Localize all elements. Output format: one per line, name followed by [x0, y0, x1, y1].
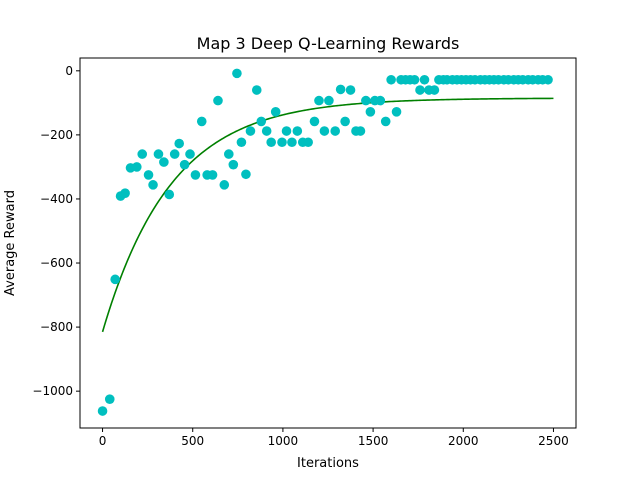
data-point: [409, 74, 420, 85]
y-tick-label: −800: [40, 320, 73, 334]
fit-curve-line: [101, 97, 554, 333]
data-point: [153, 149, 164, 159]
data-point: [391, 107, 402, 117]
data-point: [415, 85, 425, 95]
data-point: [281, 126, 292, 136]
data-point: [137, 149, 148, 159]
data-point: [386, 74, 396, 85]
plot-frame: [79, 57, 577, 429]
x-tick-label: 2500: [538, 434, 569, 448]
data-point: [97, 406, 108, 416]
data-point: [335, 84, 346, 95]
data-point: [169, 149, 180, 159]
x-tick-label: 2000: [448, 434, 479, 448]
data-point: [245, 126, 256, 136]
data-point: [330, 126, 341, 136]
data-point: [228, 159, 239, 170]
data-point: [132, 162, 142, 172]
data-point: [164, 189, 175, 200]
data-point: [241, 169, 251, 180]
axis-ticks: 0 500 1000 1500 2000 2500 0 −200 −400 −600 −800 −10…: [32, 64, 568, 448]
data-point: [324, 95, 334, 106]
data-point: [159, 157, 169, 167]
data-point: [256, 116, 267, 127]
data-point: [292, 126, 303, 136]
data-point: [429, 85, 440, 95]
data-point: [303, 137, 313, 148]
y-tick-label: 0: [65, 64, 73, 78]
data-point: [419, 74, 430, 85]
fit-curve-layer: [101, 97, 554, 333]
x-tick-label: 0: [99, 434, 107, 448]
data-point: [355, 126, 366, 136]
data-point: [543, 74, 553, 85]
data-point: [190, 170, 201, 180]
data-point: [266, 137, 276, 148]
data-point: [287, 137, 297, 148]
data-point: [120, 188, 130, 198]
data-point: [314, 95, 324, 106]
chart-title: Map 3 Deep Q-Learning Rewards: [197, 34, 460, 53]
x-tick-label: 1500: [358, 434, 389, 448]
data-point: [270, 107, 281, 117]
data-point: [236, 137, 247, 148]
data-point: [179, 159, 190, 170]
y-tick-label: −200: [40, 128, 73, 142]
data-point: [319, 126, 330, 136]
y-tick-label: −600: [40, 256, 73, 270]
data-point: [380, 116, 391, 127]
data-point: [185, 149, 195, 159]
data-point: [148, 180, 158, 190]
data-point: [213, 95, 223, 106]
data-point: [224, 149, 234, 159]
data-point: [104, 394, 115, 404]
data-point: [261, 126, 272, 136]
data-point: [232, 68, 242, 79]
data-point: [365, 107, 376, 117]
scatter-points: [97, 68, 553, 416]
data-point: [375, 95, 386, 106]
data-point: [277, 137, 287, 148]
data-point: [309, 116, 320, 127]
data-point: [219, 180, 230, 190]
data-point: [110, 274, 120, 285]
data-point: [361, 95, 371, 106]
y-tick-label: −1000: [32, 384, 73, 398]
data-point: [174, 138, 184, 149]
data-point: [340, 116, 350, 127]
data-point: [196, 116, 207, 127]
x-axis-label: Iterations: [297, 456, 359, 471]
data-point: [207, 170, 218, 180]
data-point: [345, 85, 356, 95]
data-point: [143, 170, 154, 180]
x-tick-label: 500: [181, 434, 204, 448]
x-tick-label: 1000: [268, 434, 299, 448]
y-axis-label: Average Reward: [3, 190, 18, 296]
y-tick-label: −400: [40, 192, 73, 206]
data-point: [251, 85, 262, 95]
